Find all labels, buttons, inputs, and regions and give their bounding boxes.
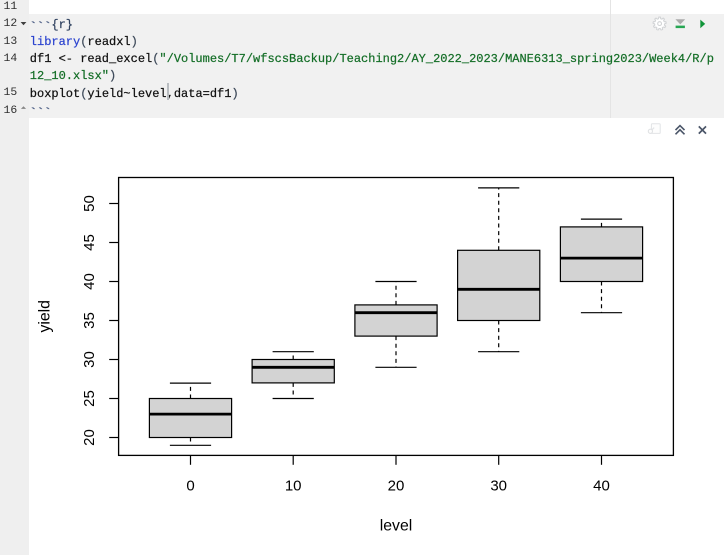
svg-text:0: 0 <box>186 477 194 494</box>
svg-text:45: 45 <box>81 234 98 251</box>
svg-text:35: 35 <box>81 312 98 329</box>
svg-text:30: 30 <box>81 351 98 368</box>
svg-text:20: 20 <box>81 429 98 446</box>
svg-text:30: 30 <box>490 477 507 494</box>
svg-text:10: 10 <box>285 477 302 494</box>
svg-text:40: 40 <box>81 273 98 290</box>
svg-text:50: 50 <box>81 195 98 212</box>
svg-text:20: 20 <box>388 477 405 494</box>
svg-text:40: 40 <box>593 477 610 494</box>
svg-text:yield: yield <box>37 300 54 333</box>
svg-text:25: 25 <box>81 390 98 407</box>
svg-text:level: level <box>380 517 413 534</box>
